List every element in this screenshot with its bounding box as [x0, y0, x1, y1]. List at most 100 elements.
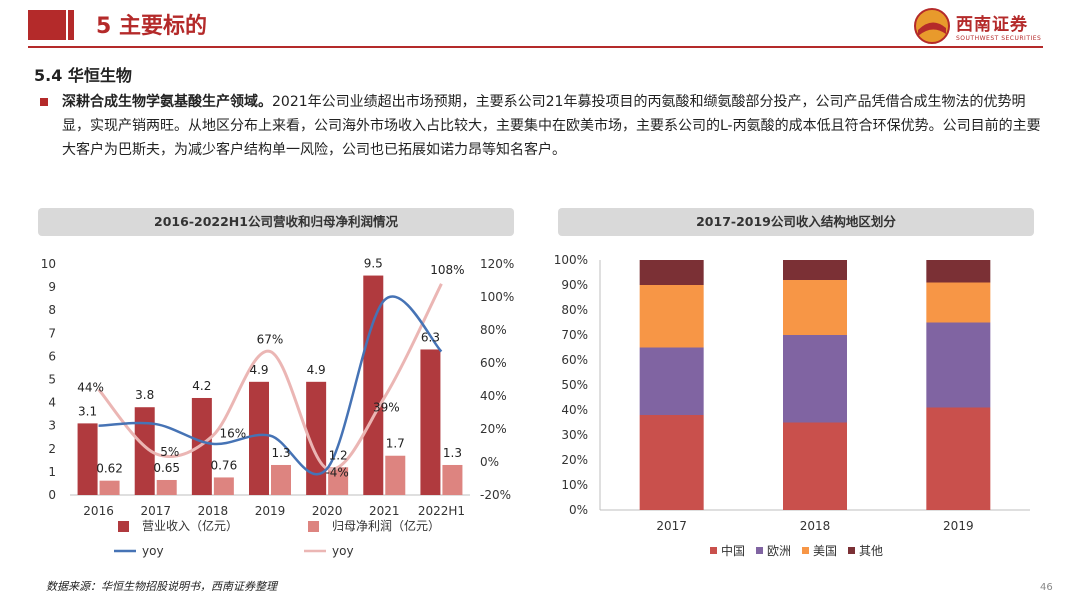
- x-tick-label: 2018: [198, 504, 229, 518]
- stacked-segment: [783, 335, 847, 423]
- legend-label: 营业收入（亿元）: [142, 518, 238, 533]
- y-tick-label: 7: [48, 326, 56, 340]
- logo-text: 西南证券: [956, 15, 1028, 35]
- y-tick-label: 2: [48, 442, 56, 456]
- profit-yoy-line: [97, 283, 443, 471]
- logo-subtext: SOUTHWEST SECURITIES: [956, 35, 1042, 42]
- y-tick-label: 80%: [561, 303, 588, 317]
- legend-swatch: [710, 547, 717, 554]
- x-tick-label: 2019: [255, 504, 286, 518]
- stacked-segment: [783, 260, 847, 280]
- profit-data-label: 1.3: [271, 446, 290, 460]
- y-tick-label: 50%: [561, 378, 588, 392]
- y-tick-label: 1: [48, 465, 56, 479]
- profit-bar: [156, 479, 177, 495]
- y-tick-label: 10%: [561, 478, 588, 492]
- paragraph-lead: 深耕合成生物学氨基酸生产领域。: [62, 94, 272, 110]
- stacked-segment: [639, 415, 704, 510]
- y-tick-label: 90%: [561, 278, 588, 292]
- profit-bar: [213, 477, 234, 495]
- y2-tick-label: -20%: [480, 488, 511, 502]
- y2-tick-label: 0%: [480, 455, 499, 469]
- stacked-segment: [926, 407, 991, 510]
- y2-tick-label: 80%: [480, 323, 507, 337]
- profit-data-label: 0.62: [96, 462, 123, 476]
- right-chart-title: 2017-2019公司收入结构地区划分: [558, 208, 1034, 236]
- yoy-data-label: 44%: [77, 380, 104, 394]
- y2-tick-label: 120%: [480, 257, 514, 271]
- y-tick-label: 20%: [561, 453, 588, 467]
- y-tick-label: 0: [48, 488, 56, 502]
- profit-bar: [442, 464, 463, 495]
- revenue-bar: [306, 381, 327, 495]
- stacked-segment: [926, 322, 991, 408]
- profit-data-label: 1.7: [386, 437, 405, 451]
- summary-paragraph: 深耕合成生物学氨基酸生产领域。2021年公司业绩超出市场预期，主要系公司21年募…: [62, 90, 1046, 162]
- legend-swatch: [848, 547, 855, 554]
- y-tick-label: 30%: [561, 428, 588, 442]
- revenue-bar: [77, 423, 98, 495]
- profit-bar: [385, 455, 406, 495]
- stacked-segment: [926, 282, 991, 323]
- y2-tick-label: 40%: [480, 389, 507, 403]
- revenue-data-label: 4.9: [249, 363, 268, 377]
- x-tick-label: 2022H1: [418, 504, 465, 518]
- yoy-data-label: 39%: [373, 401, 400, 415]
- bullet-square-icon: [40, 98, 48, 106]
- region-structure-chart: 0% 10% 20% 30% 40% 50% 60% 70% 80% 90% 100% 2017 201…: [554, 253, 1030, 558]
- revenue-data-label: 3.8: [135, 388, 154, 402]
- x-tick-label: 2016: [83, 504, 114, 518]
- revenue-data-label: 9.5: [364, 257, 383, 271]
- y-tick-label: 4: [48, 396, 56, 410]
- y2-tick-label: 100%: [480, 290, 514, 304]
- profit-bar: [99, 480, 120, 495]
- company-logo: 西南证券 SOUTHWEST SECURITIES: [912, 6, 1052, 48]
- y2-tick-label: 20%: [480, 422, 507, 436]
- yoy-data-label: 108%: [430, 263, 464, 277]
- legend-swatch: [756, 547, 763, 554]
- legend-swatch: [308, 521, 319, 532]
- left-chart-title: 2016-2022H1公司营收和归母净利润情况: [38, 208, 514, 236]
- legend-label: 中国: [721, 543, 745, 558]
- revenue-profit-chart: 0 1 2 3 4 5 6 7 8 9 10 -20% 0% 20% 40% 60% 80% 100% 120% 20…: [41, 257, 515, 558]
- legend-label: yoy: [142, 544, 164, 558]
- yoy-data-label: 5%: [160, 445, 179, 459]
- paragraph-body: 2021年公司业绩超出市场预期，主要系公司21年募投项目的丙氨酸和缬氨酸部分投产…: [62, 94, 1041, 158]
- page-number: 46: [1040, 582, 1053, 593]
- y-tick-label: 100%: [554, 253, 588, 267]
- header-divider: [28, 46, 1043, 48]
- x-tick-label: 2017: [140, 504, 171, 518]
- legend-label: 欧洲: [767, 544, 791, 558]
- profit-data-label: 0.76: [210, 458, 237, 472]
- profit-bar: [328, 467, 349, 495]
- legend-swatch: [118, 521, 129, 532]
- revenue-data-label: 4.9: [307, 363, 326, 377]
- yoy-data-label: -4%: [325, 466, 348, 480]
- profit-data-label: 0.65: [153, 461, 180, 475]
- yoy-data-label: 67%: [257, 332, 284, 346]
- stacked-segment: [783, 422, 847, 510]
- y2-tick-label: 60%: [480, 356, 507, 370]
- legend-swatch: [802, 547, 809, 554]
- x-tick-label: 2017: [656, 519, 687, 533]
- company-subtitle: 5.4 华恒生物: [34, 66, 132, 85]
- header-accent-stripe: [68, 10, 74, 40]
- stacked-segment: [639, 260, 704, 285]
- y-tick-label: 8: [48, 303, 56, 317]
- stacked-segment: [639, 347, 704, 415]
- legend-label: 归母净利润（亿元）: [332, 518, 440, 533]
- revenue-bar: [363, 275, 384, 495]
- revenue-bar: [420, 349, 441, 495]
- y-tick-label: 5: [48, 373, 56, 387]
- stacked-segment: [639, 285, 704, 348]
- x-tick-label: 2020: [312, 504, 343, 518]
- revenue-data-label: 3.1: [78, 404, 97, 418]
- y-tick-label: 60%: [561, 353, 588, 367]
- profit-data-label: 1.3: [443, 446, 462, 460]
- x-tick-label: 2019: [943, 519, 974, 533]
- y-tick-label: 10: [41, 257, 56, 271]
- legend-label: 美国: [813, 544, 837, 558]
- profit-bar: [271, 464, 291, 495]
- header-accent-block: [28, 10, 66, 40]
- y-tick-label: 3: [48, 419, 56, 433]
